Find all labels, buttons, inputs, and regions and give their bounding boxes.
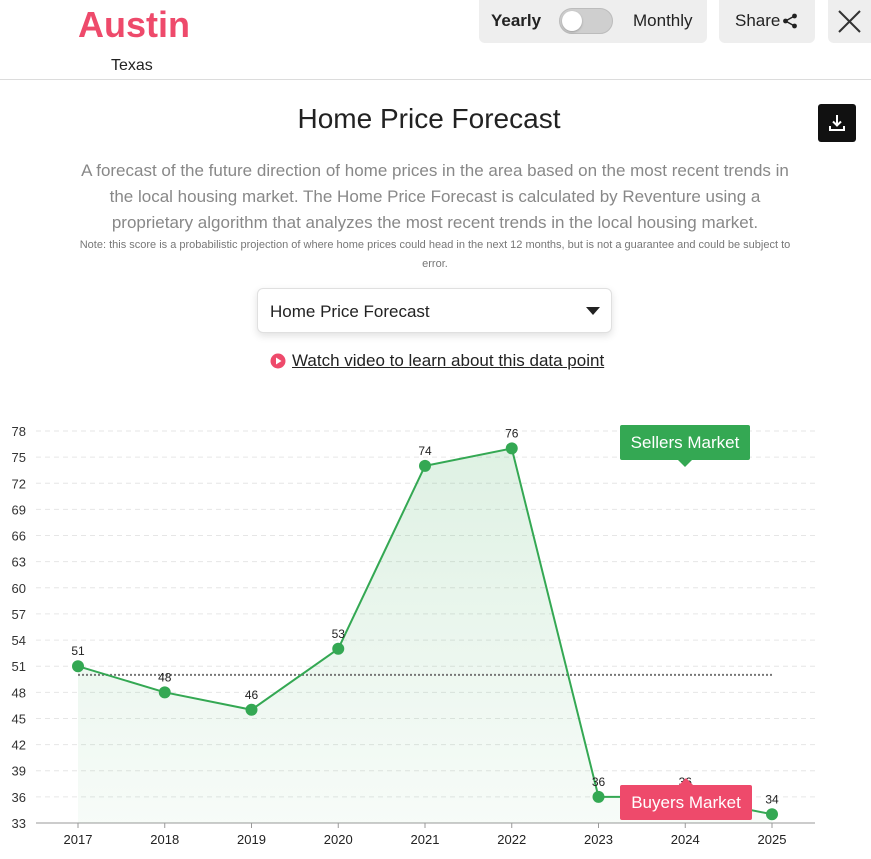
toggle-yearly-label[interactable]: Yearly [491,11,542,30]
header-bar: Austin Texas [0,0,871,80]
y-tick-label: 60 [12,581,26,596]
x-tick-label: 2021 [411,832,440,847]
data-label: 51 [71,644,85,658]
share-icon [783,13,797,29]
sellers-market-badge [620,425,750,460]
y-tick-label: 54 [12,633,26,648]
x-tick-label: 2018 [150,832,179,847]
y-tick-label: 75 [12,450,26,465]
data-point [419,459,431,472]
chevron-down-icon [586,307,600,315]
y-tick-label: 57 [12,607,26,622]
close-button[interactable] [828,0,871,43]
state-name: Texas [111,57,153,74]
data-label: 34 [765,792,779,806]
sellers-market-pointer [678,460,692,467]
y-tick-label: 33 [12,816,26,831]
y-tick-label: 69 [12,502,26,517]
data-point [332,642,345,655]
share-button[interactable]: Share [719,0,815,43]
x-tick-label: 2020 [324,832,353,847]
metric-dropdown[interactable]: Home Price Forecast [257,288,612,333]
download-icon [829,115,845,131]
area-fill [78,448,772,823]
y-tick-label: 39 [12,764,26,779]
y-tick-label: 72 [12,476,26,491]
y-tick-label: 78 [12,424,26,439]
page-title: Home Price Forecast [297,103,561,134]
y-tick-label: 45 [12,711,26,726]
dropdown-selected-value: Home Price Forecast [270,302,430,321]
sellers-market-label: Sellers Market [631,433,740,452]
y-tick-label: 51 [12,659,26,674]
x-tick-label: 2017 [64,832,93,847]
switch-knob [562,11,582,31]
data-point [592,790,605,803]
download-button[interactable] [818,104,856,142]
home-price-forecast-chart: 33 36 39 42 45 48 51 54 57 60 63 66 69 72 75 78 2017 2018… [12,424,815,847]
watch-video-text: Watch video to learn about this data poi… [292,351,605,370]
data-label: 74 [418,444,432,458]
y-tick-label: 63 [12,555,26,570]
y-tick-label: 42 [12,738,26,753]
buyers-market-label: Buyers Market [631,793,741,812]
toggle-monthly-label[interactable]: Monthly [633,11,693,30]
x-tick-label: 2025 [758,832,787,847]
y-tick-label: 48 [12,685,26,700]
city-name: Austin [78,4,190,45]
data-point [245,703,258,716]
data-point [72,660,84,673]
x-tick-label: 2019 [237,832,266,847]
data-label: 48 [158,670,172,684]
data-point [766,808,778,821]
buyers-market-pointer [679,778,693,785]
description-text: A forecast of the future direction of ho… [81,161,789,232]
x-tick-label: 2024 [671,832,700,847]
data-label: 46 [245,688,259,702]
x-tick-label: 2022 [497,832,526,847]
yearly-monthly-switch[interactable] [559,8,613,34]
data-point [505,442,518,455]
watch-video-link[interactable]: Watch video to learn about this data poi… [270,351,604,371]
frequency-toggle: Yearly Monthly [479,0,707,43]
x-tick-label: 2023 [584,832,613,847]
share-label: Share [735,11,781,30]
note-text: Note: this score is a probabilistic proj… [79,239,791,270]
y-tick-label: 36 [12,790,26,805]
play-icon [270,353,286,369]
data-label: 53 [332,627,346,641]
buyers-market-badge [620,785,752,820]
data-label: 36 [592,775,606,789]
data-label: 76 [505,426,519,440]
data-point [158,686,171,699]
close-icon [838,10,861,33]
y-tick-label: 66 [12,529,26,544]
